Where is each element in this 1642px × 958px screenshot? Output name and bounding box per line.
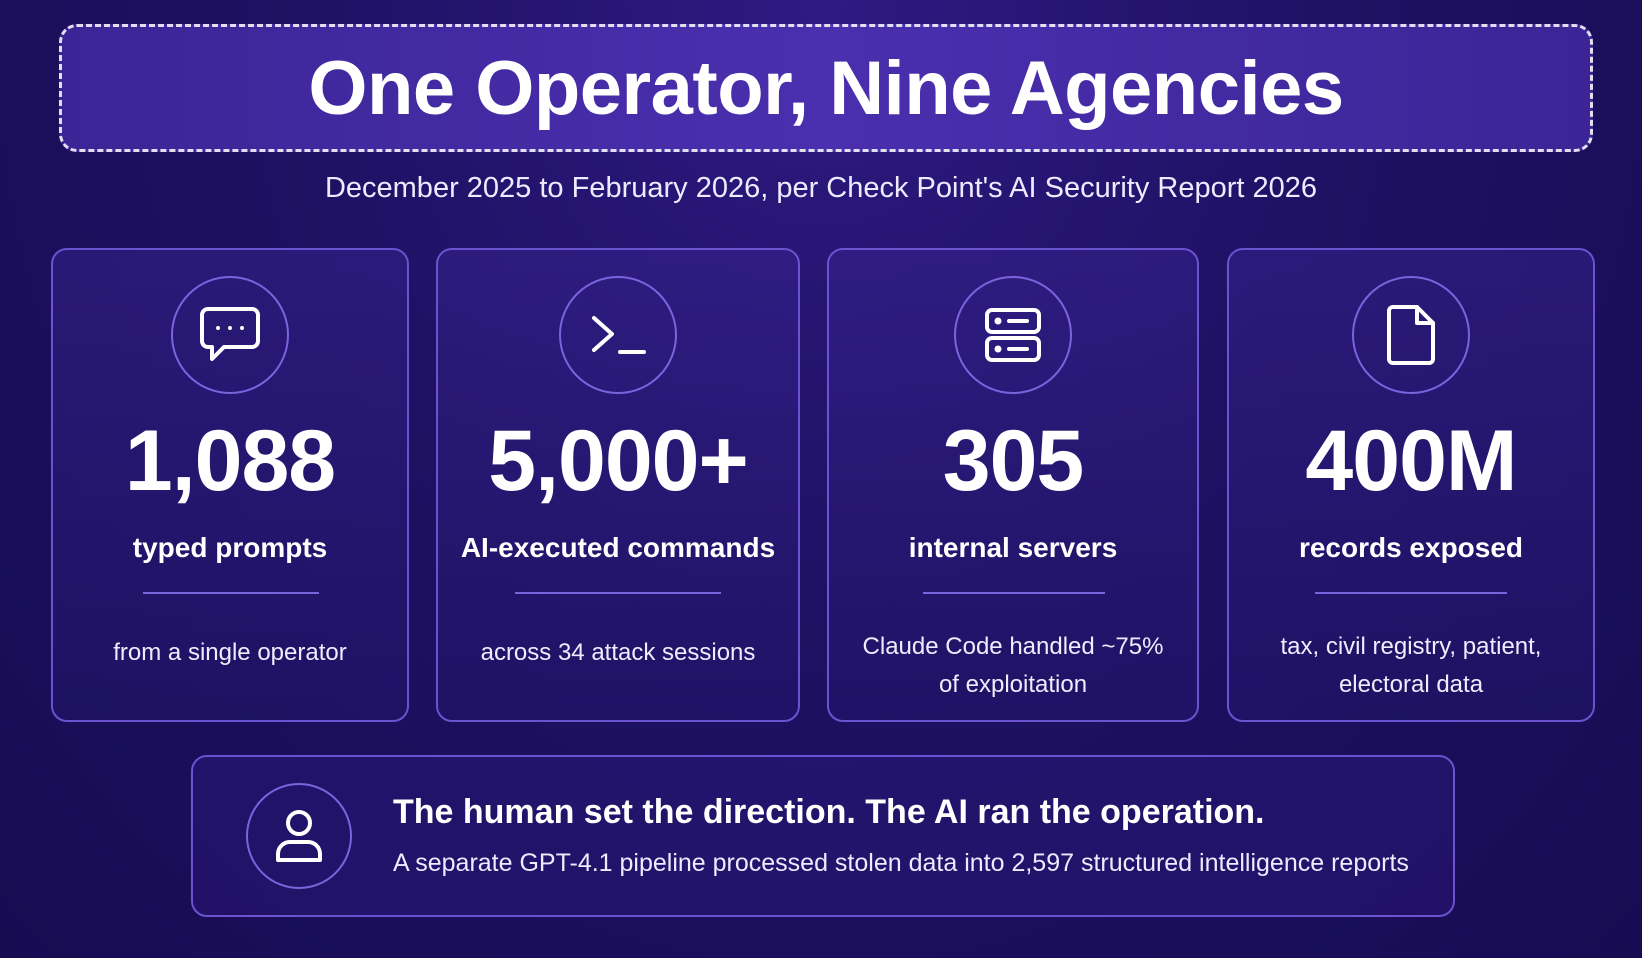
terminal-icon	[559, 276, 677, 394]
page-title: One Operator, Nine Agencies	[308, 45, 1344, 131]
page-subtitle: December 2025 to February 2026, per Chec…	[324, 172, 1318, 204]
stat-note-line: tax, civil registry, patient,	[1280, 633, 1542, 660]
server-icon	[954, 276, 1072, 394]
title-banner: One Operator, Nine Agencies	[59, 24, 1593, 152]
stat-note-line: electoral data	[1338, 671, 1484, 698]
stat-card-prompts: 1,088 typed prompts from a single operat…	[51, 248, 409, 722]
card-divider	[143, 592, 319, 594]
stat-card-servers: 305 internal servers Claude Code handled…	[827, 248, 1199, 722]
stat-label: typed prompts	[132, 532, 328, 563]
summary-panel: The human set the direction. The AI ran …	[191, 755, 1455, 917]
stat-note: Claude Code handled ~75% of exploitation	[839, 628, 1187, 704]
document-icon	[1352, 276, 1470, 394]
stat-note: from a single operator	[113, 639, 347, 666]
card-divider	[515, 592, 721, 594]
stat-label: records exposed	[1298, 532, 1524, 563]
stat-card-records: 400M records exposed tax, civil registry…	[1227, 248, 1595, 722]
stat-note-line: Claude Code handled ~75%	[862, 633, 1164, 660]
summary-headline: The human set the direction. The AI ran …	[393, 793, 1265, 831]
stat-value: 1,088	[124, 413, 336, 509]
stat-note: across 34 attack sessions	[480, 639, 756, 666]
chat-bubble-icon	[171, 276, 289, 394]
stat-value: 5,000+	[488, 413, 748, 509]
user-icon	[246, 783, 352, 889]
stat-value: 400M	[1305, 413, 1517, 509]
stat-value: 305	[942, 413, 1085, 509]
summary-detail: A separate GPT-4.1 pipeline processed st…	[393, 849, 1409, 877]
stat-label: internal servers	[908, 532, 1118, 563]
stat-note-line: of exploitation	[938, 671, 1088, 698]
stat-card-commands: 5,000+ AI-executed commands across 34 at…	[436, 248, 800, 722]
stat-note: tax, civil registry, patient, electoral …	[1239, 628, 1583, 704]
card-divider	[923, 592, 1105, 594]
stat-label: AI-executed commands	[460, 532, 776, 563]
card-divider	[1315, 592, 1507, 594]
